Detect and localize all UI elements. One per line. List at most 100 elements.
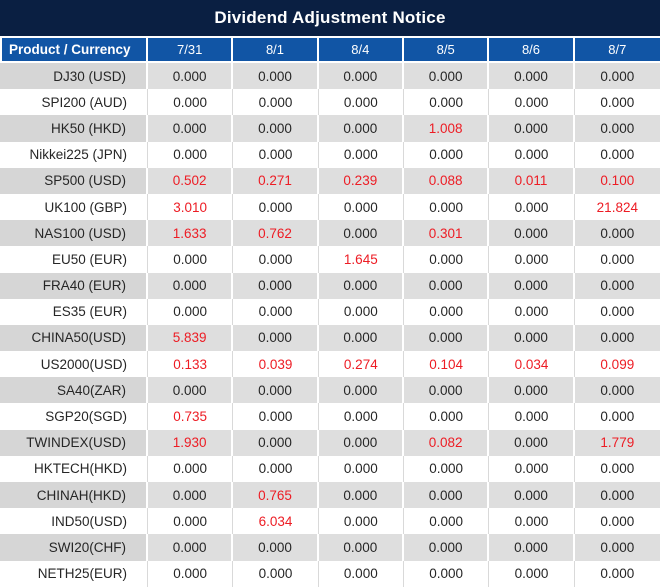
dividend-value-cell: 0.765 [233, 482, 319, 509]
product-cell: SGP20(SGD) [0, 403, 148, 430]
dividend-value-cell: 0.000 [318, 63, 404, 90]
dividend-value-cell: 0.000 [233, 403, 319, 430]
product-cell: SA40(ZAR) [0, 377, 148, 404]
dividend-value-cell: 0.000 [489, 89, 575, 116]
dividend-value-cell: 0.000 [574, 89, 660, 116]
dividend-value-cell: 0.000 [489, 508, 575, 535]
dividend-value-cell: 0.000 [574, 534, 660, 561]
dividend-value-cell: 0.000 [148, 482, 234, 509]
dividend-value-cell: 0.000 [489, 115, 575, 142]
dividend-value-cell: 0.762 [233, 220, 319, 247]
dividend-value-cell: 0.000 [233, 534, 319, 561]
dividend-value-cell: 0.000 [403, 560, 490, 587]
dividend-value-cell: 0.000 [403, 193, 490, 221]
date-column-header: 8/5 [403, 38, 490, 63]
dividend-value-cell: 0.239 [318, 167, 404, 194]
dividend-value-cell: 0.000 [233, 115, 319, 142]
dividend-value-cell: 0.000 [318, 482, 404, 509]
dividend-value-cell: 0.000 [403, 377, 490, 404]
table-row: FRA40 (EUR) 0.000 0.000 0.000 0.000 0.000 0.00… [0, 272, 660, 299]
dividend-value-cell: 0.000 [233, 298, 319, 325]
dividend-value-cell: 0.000 [403, 272, 490, 299]
dividend-value-cell: 0.088 [403, 167, 490, 194]
dividend-value-cell: 0.000 [489, 272, 575, 299]
dividend-value-cell: 0.000 [574, 298, 660, 325]
dividend-value-cell: 0.099 [574, 351, 660, 378]
dividend-value-cell: 0.000 [574, 455, 660, 482]
dividend-value-cell: 0.000 [318, 220, 404, 247]
dividend-value-cell: 0.000 [318, 298, 404, 325]
dividend-value-cell: 0.301 [403, 220, 490, 247]
dividend-value-cell: 0.000 [489, 141, 575, 168]
page-title: Dividend Adjustment Notice [0, 0, 660, 38]
dividend-value-cell: 0.000 [233, 324, 319, 352]
dividend-value-cell: 0.000 [403, 246, 490, 273]
product-cell: HKTECH(HKD) [0, 455, 148, 482]
dividend-value-cell: 6.034 [233, 508, 319, 535]
dividend-value-cell: 0.000 [403, 324, 490, 352]
table-row: EU50 (EUR) 0.000 0.000 1.645 0.000 0.000 0.000 [0, 246, 660, 273]
dividend-value-cell: 0.000 [233, 377, 319, 404]
dividend-value-cell: 0.000 [318, 429, 404, 456]
dividend-value-cell: 0.000 [574, 272, 660, 299]
dividend-value-cell: 0.000 [489, 220, 575, 247]
table-row: SPI200 (AUD) 0.000 0.000 0.000 0.000 0.000 0.0… [0, 89, 660, 116]
dividend-value-cell: 0.274 [318, 351, 404, 378]
dividend-value-cell: 0.000 [318, 403, 404, 430]
product-cell: FRA40 (EUR) [0, 272, 148, 299]
dividend-value-cell: 0.000 [318, 377, 404, 404]
dividend-value-cell: 0.000 [148, 377, 234, 404]
dividend-value-cell: 0.000 [318, 89, 404, 116]
date-column-header: 8/1 [233, 38, 319, 63]
dividend-value-cell: 0.000 [574, 482, 660, 509]
table-row: NETH25(EUR) 0.000 0.000 0.000 0.000 0.000 0.00… [0, 560, 660, 587]
dividend-value-cell: 0.000 [489, 324, 575, 352]
date-column-header: 7/31 [148, 38, 234, 63]
dividend-value-cell: 0.000 [403, 482, 490, 509]
table-row: CHINA50(USD) 5.839 0.000 0.000 0.000 0.000 0.0… [0, 324, 660, 352]
dividend-value-cell: 0.000 [318, 272, 404, 299]
dividend-value-cell: 0.000 [403, 141, 490, 168]
dividend-value-cell: 0.000 [403, 508, 490, 535]
product-cell: NAS100 (USD) [0, 220, 148, 247]
dividend-value-cell: 0.000 [403, 89, 490, 116]
dividend-value-cell: 0.271 [233, 167, 319, 194]
product-cell: IND50(USD) [0, 508, 148, 535]
dividend-value-cell: 0.000 [574, 246, 660, 273]
table-body: DJ30 (USD) 0.000 0.000 0.000 0.000 0.000 0.000… [0, 63, 660, 587]
product-cell: DJ30 (USD) [0, 63, 148, 90]
product-cell: ES35 (EUR) [0, 298, 148, 325]
date-column-header: 8/7 [574, 38, 660, 63]
dividend-value-cell: 0.000 [403, 534, 490, 561]
dividend-value-cell: 0.000 [574, 324, 660, 352]
dividend-value-cell: 3.010 [148, 193, 234, 221]
table-header: Product / Currency 7/31 8/1 8/4 8/5 8/6 8/7 [0, 38, 660, 63]
dividend-value-cell: 0.000 [403, 403, 490, 430]
dividend-value-cell: 0.000 [574, 560, 660, 587]
dividend-value-cell: 0.000 [403, 298, 490, 325]
dividend-value-cell: 0.000 [489, 482, 575, 509]
header-row: Product / Currency 7/31 8/1 8/4 8/5 8/6 8/7 [0, 38, 660, 63]
dividend-value-cell: 0.104 [403, 351, 490, 378]
dividend-value-cell: 0.000 [318, 560, 404, 587]
table-row: CHINAH(HKD) 0.000 0.765 0.000 0.000 0.000 0.00… [0, 482, 660, 509]
dividend-value-cell: 0.000 [148, 560, 234, 587]
dividend-value-cell: 0.000 [318, 534, 404, 561]
table-row: IND50(USD) 0.000 6.034 0.000 0.000 0.000 0.000 [0, 508, 660, 535]
dividend-value-cell: 0.011 [489, 167, 575, 194]
dividend-value-cell: 21.824 [574, 193, 660, 221]
dividend-value-cell: 0.000 [148, 115, 234, 142]
table-row: SGP20(SGD) 0.735 0.000 0.000 0.000 0.000 0.000 [0, 403, 660, 430]
dividend-value-cell: 0.000 [318, 193, 404, 221]
dividend-value-cell: 0.100 [574, 167, 660, 194]
product-cell: EU50 (EUR) [0, 246, 148, 273]
dividend-value-cell: 0.000 [318, 115, 404, 142]
dividend-value-cell: 0.000 [233, 246, 319, 273]
product-cell: UK100 (GBP) [0, 193, 148, 221]
dividend-value-cell: 0.133 [148, 351, 234, 378]
table-row: DJ30 (USD) 0.000 0.000 0.000 0.000 0.000 0.000 [0, 63, 660, 90]
dividend-value-cell: 0.000 [148, 246, 234, 273]
dividend-value-cell: 0.000 [489, 298, 575, 325]
dividend-value-cell: 0.000 [574, 403, 660, 430]
dividend-value-cell: 0.000 [574, 377, 660, 404]
